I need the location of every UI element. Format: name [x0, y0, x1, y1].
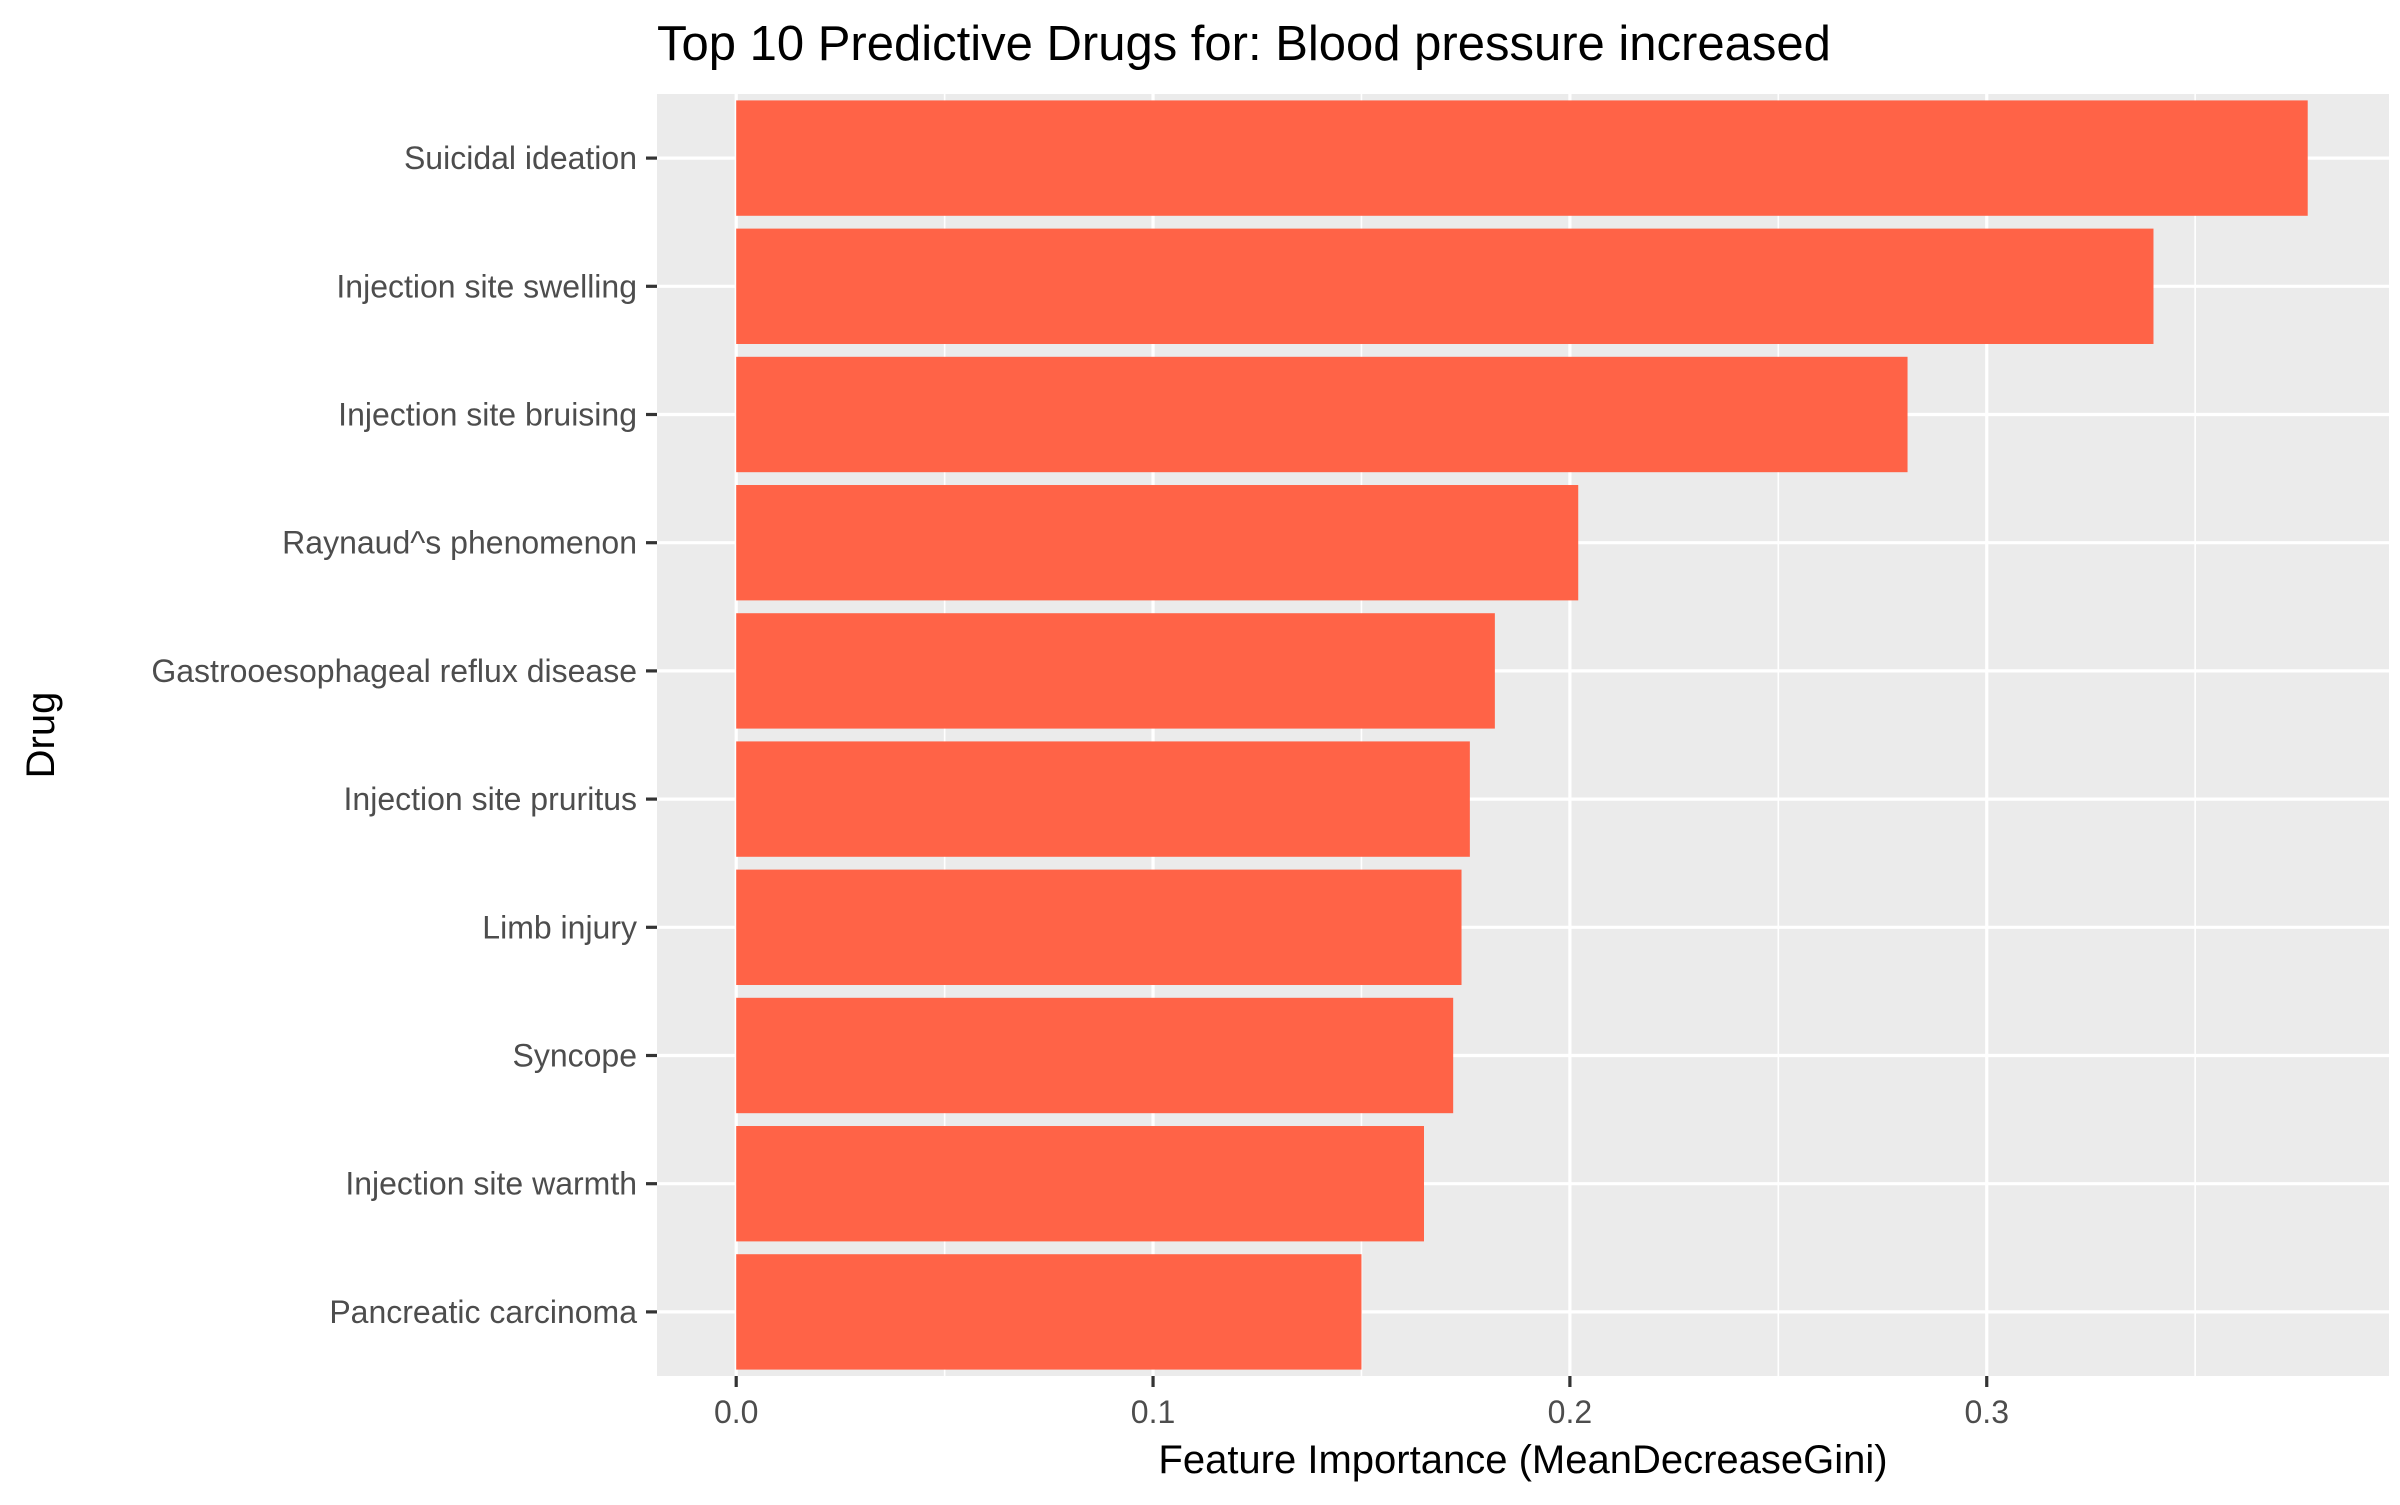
- x-tick-label: 0.3: [1965, 1394, 2009, 1430]
- y-tick-label: Syncope: [512, 1038, 637, 1074]
- y-tick-label: Raynaud^s phenomenon: [282, 525, 637, 561]
- y-tick-label: Pancreatic carcinoma: [329, 1294, 637, 1330]
- bar: [736, 869, 1462, 985]
- bar: [736, 1254, 1362, 1370]
- bars: [736, 100, 2308, 1370]
- bar: [736, 613, 1495, 729]
- y-tick-label: Injection site pruritus: [344, 781, 637, 817]
- bar: [736, 997, 1454, 1114]
- y-tick-label: Limb injury: [482, 909, 637, 945]
- x-tick-label: 0.0: [714, 1394, 758, 1430]
- y-tick-label: Suicidal ideation: [404, 140, 637, 176]
- x-axis-title: Feature Importance (MeanDecreaseGini): [1158, 1438, 1887, 1482]
- y-tick-label: Gastrooesophageal reflux disease: [151, 653, 637, 689]
- bar: [736, 100, 2308, 216]
- bar: [736, 741, 1470, 857]
- chart-title: Top 10 Predictive Drugs for: Blood press…: [657, 17, 1831, 71]
- bar: [736, 228, 2154, 344]
- x-tick-label: 0.2: [1548, 1394, 1592, 1430]
- x-axis: 0.0 0.1 0.2 0.3: [714, 1376, 2009, 1430]
- y-axis-title: Drug: [19, 692, 63, 779]
- bar: [736, 1126, 1424, 1242]
- y-axis: Suicidal ideation Injection site swelling…: [151, 140, 657, 1330]
- bar: [736, 356, 1908, 473]
- y-tick-label: Injection site bruising: [338, 397, 637, 433]
- y-tick-label: Injection site swelling: [336, 268, 637, 304]
- x-tick-label: 0.1: [1131, 1394, 1175, 1430]
- y-tick-label: Injection site warmth: [345, 1166, 637, 1202]
- bar: [736, 485, 1579, 601]
